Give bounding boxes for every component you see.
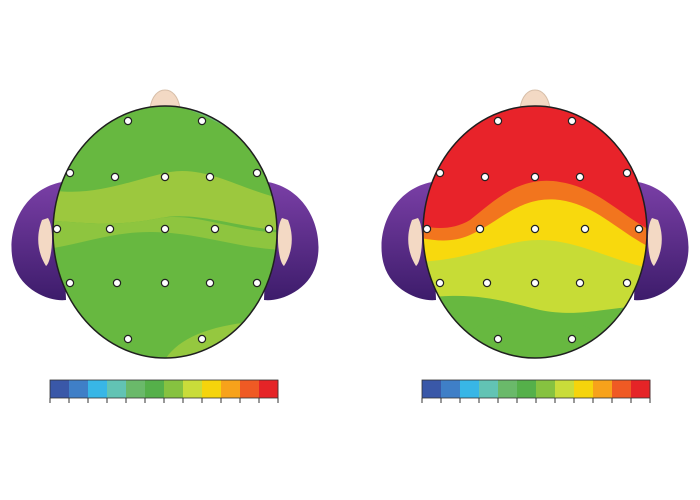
colorbar-segment-3 [88, 380, 108, 398]
electrode-10 [160, 224, 170, 234]
zone-band-2 [53, 217, 277, 250]
zone-band-1 [53, 170, 277, 231]
electrode-11 [580, 224, 590, 234]
nose [519, 89, 551, 109]
electrode-13 [65, 278, 75, 288]
colorbar-frame [421, 379, 651, 399]
left-colorbar [49, 379, 279, 403]
electrode-11 [210, 224, 220, 234]
electrode-19 [567, 334, 577, 344]
nose [149, 89, 181, 109]
electrode-7 [622, 168, 632, 178]
colorbar-segment-12 [631, 380, 651, 398]
colorbar-segment-8 [555, 380, 575, 398]
colorbar-segment-1 [422, 380, 442, 398]
colorbar-segment-11 [612, 380, 632, 398]
colorbar-segment-6 [145, 380, 165, 398]
electrode-3 [435, 168, 445, 178]
electrode-18 [123, 334, 133, 344]
electrode-15 [530, 278, 540, 288]
electrode-19 [197, 334, 207, 344]
colorbar-segment-3 [460, 380, 480, 398]
colorbar-segment-1 [50, 380, 70, 398]
scalp-map [423, 106, 647, 358]
colorbar-segment-10 [593, 380, 613, 398]
colorbar-segment-2 [441, 380, 461, 398]
electrode-4 [480, 172, 490, 182]
colorbar-segment-5 [498, 380, 518, 398]
electrode-1 [123, 116, 133, 126]
scalp-map [53, 106, 277, 358]
electrode-16 [205, 278, 215, 288]
electrode-5 [530, 172, 540, 182]
left-ear-inner [408, 218, 423, 266]
electrode-18 [493, 334, 503, 344]
electrode-17 [622, 278, 632, 288]
electrode-12 [264, 224, 274, 234]
right-ear-inner [647, 218, 662, 266]
colorbar-segment-4 [107, 380, 127, 398]
colorbar-segment-4 [479, 380, 499, 398]
electrodes-right [422, 116, 644, 344]
right-head-map [381, 89, 689, 359]
colorbar-frame [49, 379, 279, 399]
colorbar-segment-9 [202, 380, 222, 398]
colorbar-segment-11 [240, 380, 260, 398]
electrode-15 [160, 278, 170, 288]
zone-red [423, 106, 647, 235]
electrode-7 [252, 168, 262, 178]
colorbar-segment-10 [221, 380, 241, 398]
electrode-2 [567, 116, 577, 126]
colorbar-segment-9 [574, 380, 594, 398]
electrode-8 [52, 224, 62, 234]
electrode-1 [493, 116, 503, 126]
right-colorbar [421, 379, 651, 403]
electrode-10 [530, 224, 540, 234]
colorbar-segment-7 [164, 380, 184, 398]
electrode-13 [435, 278, 445, 288]
electrode-2 [197, 116, 207, 126]
right-ear-inner [277, 218, 292, 266]
colorbar-segment-7 [536, 380, 556, 398]
colorbar-segment-8 [183, 380, 203, 398]
electrode-6 [205, 172, 215, 182]
colorbar-segment-2 [69, 380, 89, 398]
electrodes-left [52, 116, 274, 344]
electrode-5 [160, 172, 170, 182]
left-ear-inner [38, 218, 53, 266]
electrode-3 [65, 168, 75, 178]
electrode-17 [252, 278, 262, 288]
electrode-14 [112, 278, 122, 288]
electrode-4 [110, 172, 120, 182]
electrode-14 [482, 278, 492, 288]
electrode-16 [575, 278, 585, 288]
left-head-map [11, 89, 319, 359]
electrode-12 [634, 224, 644, 234]
colorbar-segment-5 [126, 380, 146, 398]
colorbar-segment-6 [517, 380, 537, 398]
electrode-9 [475, 224, 485, 234]
colorbar-segment-12 [259, 380, 279, 398]
electrode-9 [105, 224, 115, 234]
electrode-8 [422, 224, 432, 234]
electrode-6 [575, 172, 585, 182]
